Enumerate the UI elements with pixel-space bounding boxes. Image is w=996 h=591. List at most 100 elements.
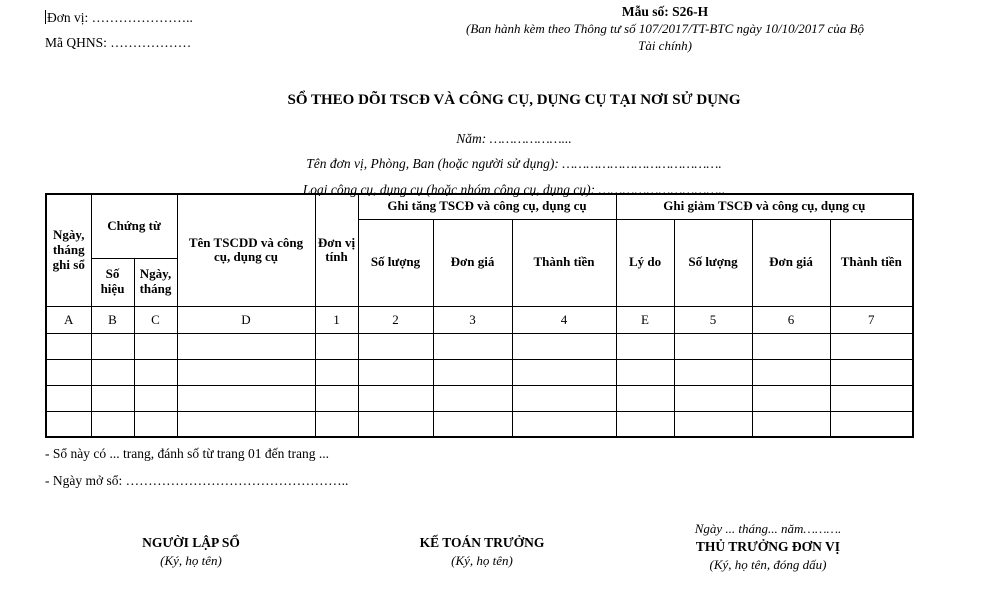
empty-cell xyxy=(511,332,617,360)
header-cell-voucher-number: Số hiệu xyxy=(90,257,135,307)
empty-cell xyxy=(673,332,753,360)
column-letter-cell: 2 xyxy=(357,305,434,334)
empty-cell xyxy=(133,410,178,438)
empty-cell xyxy=(829,332,914,360)
empty-cell xyxy=(511,410,617,438)
empty-cell xyxy=(829,358,914,386)
header-cell-unit: Đơn vị tính xyxy=(314,193,359,307)
empty-cell xyxy=(673,384,753,412)
empty-cell xyxy=(314,410,359,438)
unit-label: Đơn vị: ………………….. xyxy=(47,10,193,25)
column-letter-cell: 5 xyxy=(673,305,753,334)
header-cell-record-date: Ngày, tháng ghi sổ xyxy=(45,193,92,307)
column-letter-cell: C xyxy=(133,305,178,334)
column-letter-cell: 7 xyxy=(829,305,914,334)
header-cell-increase-group: Ghi tăng TSCĐ và công cụ, dụng cụ xyxy=(357,193,617,220)
empty-cell xyxy=(751,332,831,360)
signature-block-chief-accountant: KẾ TOÁN TRƯỞNG (Ký, họ tên) xyxy=(376,534,588,570)
empty-cell xyxy=(314,332,359,360)
unit-department-line: Tên đơn vị, Phòng, Ban (hoặc người sử dụ… xyxy=(306,156,722,171)
empty-cell xyxy=(829,410,914,438)
table-row xyxy=(45,332,914,360)
header-cell-voucher: Chứng từ xyxy=(90,193,178,259)
signature-date-line: Ngày ... tháng... năm………. xyxy=(694,521,842,536)
signature-block-unit-head: Ngày ... tháng... năm………. THỦ TRƯỞNG ĐƠN… xyxy=(652,520,884,574)
note-pages: - Sổ này có ... trang, đánh số từ trang … xyxy=(45,446,330,461)
form-number-block: Mẫu số: S26-H (Ban hành kèm theo Thông t… xyxy=(415,3,915,54)
header-cell-decrease-quantity: Số lượng xyxy=(673,218,753,307)
column-letter-cell: B xyxy=(90,305,135,334)
header-cell-asset-name: Tên TSCDD và công cụ, dụng cụ xyxy=(176,193,316,307)
empty-cell xyxy=(45,358,92,386)
header-cell-increase-quantity: Số lượng xyxy=(357,218,434,307)
header-cell-increase-unit-price: Đơn giá xyxy=(432,218,513,307)
column-letter-cell: A xyxy=(45,305,92,334)
empty-cell xyxy=(45,384,92,412)
year-line: Năm: ………………... xyxy=(456,131,572,146)
header-cell-decrease-unit-price: Đơn giá xyxy=(751,218,831,307)
empty-cell xyxy=(133,332,178,360)
empty-cell xyxy=(357,358,434,386)
empty-cell xyxy=(432,410,513,438)
empty-cell xyxy=(133,384,178,412)
asset-tracking-table: Ngày, tháng ghi sổ Chứng từ Tên TSCDD và… xyxy=(45,193,915,438)
empty-cell xyxy=(357,384,434,412)
unit-line: Đơn vị: ………………….. xyxy=(45,5,193,30)
empty-cell xyxy=(432,384,513,412)
signature-subtitle: (Ký, họ tên) xyxy=(160,553,222,568)
column-letter-cell: 6 xyxy=(751,305,831,334)
empty-cell xyxy=(673,358,753,386)
empty-cell xyxy=(45,410,92,438)
empty-cell xyxy=(176,358,316,386)
empty-cell xyxy=(314,384,359,412)
column-letter-cell: 3 xyxy=(432,305,513,334)
column-letter-cell: 1 xyxy=(314,305,359,334)
table-row xyxy=(45,384,914,412)
table-row xyxy=(45,358,914,386)
empty-cell xyxy=(615,332,675,360)
header-cell-decrease-group: Ghi giảm TSCĐ và công cụ, dụng cụ xyxy=(615,193,914,220)
empty-cell xyxy=(45,332,92,360)
empty-cell xyxy=(432,332,513,360)
signature-subtitle: (Ký, họ tên, đóng dấu) xyxy=(709,557,827,572)
empty-cell xyxy=(511,358,617,386)
form-number: Mẫu số: S26-H xyxy=(621,4,709,19)
empty-cell xyxy=(432,358,513,386)
empty-cell xyxy=(511,384,617,412)
text-cursor xyxy=(45,10,46,24)
column-letter-cell: 4 xyxy=(511,305,617,334)
signature-title: KẾ TOÁN TRƯỞNG xyxy=(419,535,545,550)
empty-cell xyxy=(133,358,178,386)
empty-cell xyxy=(673,410,753,438)
empty-cell xyxy=(357,410,434,438)
header-cell-decrease-amount: Thành tiền xyxy=(829,218,914,307)
qhns-line: Mã QHNS: ……………… xyxy=(45,35,192,50)
empty-cell xyxy=(314,358,359,386)
empty-cell xyxy=(176,410,316,438)
form-note-line-1: (Ban hành kèm theo Thông tư số 107/2017/… xyxy=(466,21,864,36)
empty-cell xyxy=(751,410,831,438)
page-title: SỔ THEO DÕI TSCĐ VÀ CÔNG CỤ, DỤNG CỤ TẠI… xyxy=(287,92,741,108)
empty-cell xyxy=(357,332,434,360)
form-note-line-2: Tài chính) xyxy=(638,37,692,53)
empty-cell xyxy=(90,332,135,360)
empty-cell xyxy=(751,358,831,386)
empty-cell xyxy=(90,410,135,438)
column-letter-cell: D xyxy=(176,305,316,334)
empty-cell xyxy=(176,332,316,360)
empty-cell xyxy=(751,384,831,412)
signature-block-preparer: NGƯỜI LẬP SỔ (Ký, họ tên) xyxy=(85,534,297,570)
empty-cell xyxy=(615,410,675,438)
empty-cell xyxy=(176,384,316,412)
unit-header-block: Đơn vị: ………………….. Mã QHNS: ……………… xyxy=(45,5,193,55)
header-cell-voucher-date: Ngày, tháng xyxy=(133,257,178,307)
table-row xyxy=(45,410,914,438)
empty-cell xyxy=(615,358,675,386)
note-open-date: - Ngày mở sổ: ………………………………………….. xyxy=(45,473,349,488)
header-cell-reason: Lý do xyxy=(615,218,675,307)
empty-cell xyxy=(90,358,135,386)
empty-cell xyxy=(829,384,914,412)
column-letter-cell: E xyxy=(615,305,675,334)
column-letter-row: A B C D 1 2 3 4 E 5 6 7 xyxy=(45,305,914,334)
